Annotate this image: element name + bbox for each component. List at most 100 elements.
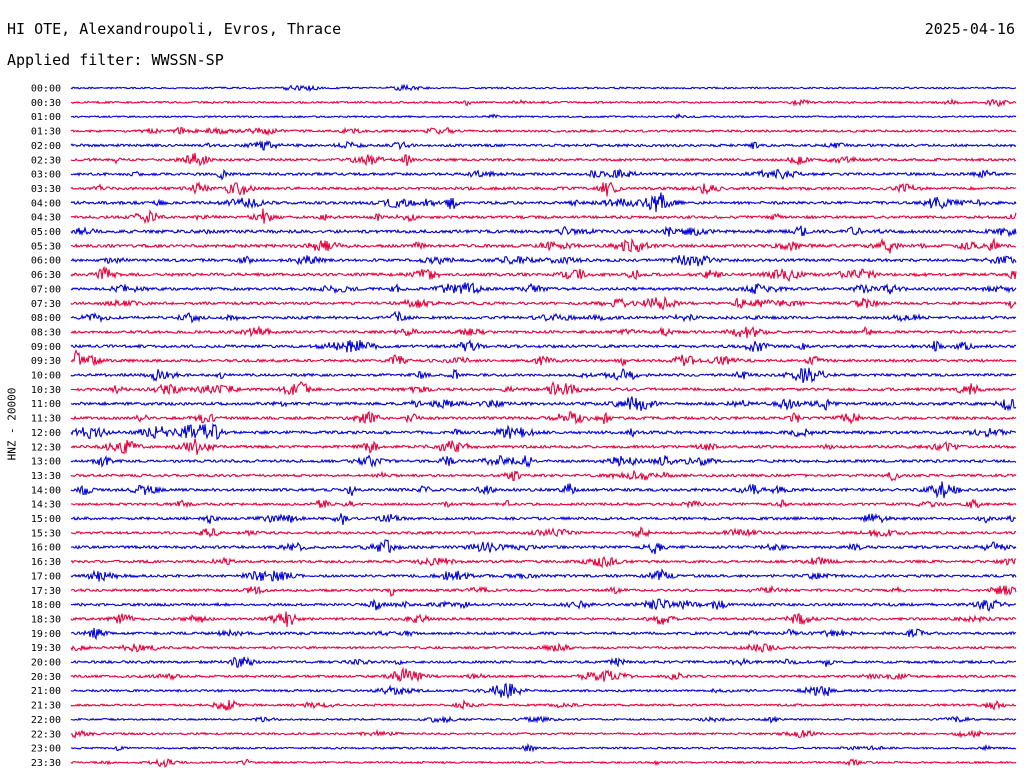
trace-1930 — [70, 642, 1017, 653]
time-tick-label: 09:00 — [31, 342, 61, 353]
time-tick-label: 19:00 — [31, 629, 61, 640]
time-tick-label: 06:00 — [31, 256, 61, 267]
trace-1400 — [70, 481, 1017, 499]
date-label: 2025-04-16 — [924, 20, 1015, 38]
trace-0030 — [70, 97, 1017, 107]
trace-0130 — [70, 126, 1017, 137]
time-tick-label: 03:00 — [31, 170, 61, 181]
time-tick-label: 01:30 — [31, 127, 61, 138]
time-tick-label: 16:00 — [31, 543, 61, 554]
trace-2230 — [71, 729, 1017, 739]
trace-0630 — [70, 265, 1017, 283]
trace-0700 — [70, 282, 1017, 295]
trace-0330 — [70, 180, 1016, 197]
time-tick-label: 08:30 — [31, 327, 61, 338]
time-tick-label: 23:30 — [31, 758, 61, 769]
time-tick-label: 06:30 — [31, 270, 61, 281]
time-tick-label: 03:30 — [31, 184, 61, 195]
trace-0600 — [70, 255, 1017, 267]
time-tick-label: 14:00 — [31, 485, 61, 496]
time-tick-label: 23:00 — [31, 744, 61, 755]
trace-0430 — [70, 208, 1017, 225]
time-tick-label: 20:30 — [31, 672, 61, 683]
trace-2030 — [70, 666, 1017, 683]
trace-1100 — [70, 396, 1017, 412]
time-tick-label: 09:30 — [31, 356, 61, 367]
time-tick-label: 00:00 — [31, 84, 61, 95]
time-tick-label: 10:00 — [31, 371, 61, 382]
trace-0930 — [70, 349, 1017, 367]
trace-1900 — [70, 627, 1017, 641]
trace-0830 — [70, 325, 1017, 339]
time-tick-label: 02:00 — [31, 141, 61, 152]
trace-1500 — [70, 512, 1017, 525]
trace-1200 — [70, 423, 1017, 440]
time-tick-label: 00:30 — [31, 98, 61, 109]
trace-1130 — [70, 411, 1017, 425]
trace-2130 — [70, 698, 1017, 711]
trace-1730 — [70, 584, 1017, 598]
trace-0400 — [70, 192, 1017, 213]
time-tick-label: 01:00 — [31, 112, 61, 123]
time-tick-label: 08:00 — [31, 313, 61, 324]
trace-0200 — [70, 139, 1017, 151]
time-tick-label: 17:30 — [31, 586, 61, 597]
trace-0730 — [70, 295, 1017, 311]
time-tick-label: 21:30 — [31, 701, 61, 712]
trace-1630 — [70, 556, 1017, 569]
trace-1030 — [70, 380, 1017, 396]
trace-1530 — [70, 526, 1017, 539]
trace-0100 — [71, 112, 1017, 119]
time-tick-label: 22:30 — [31, 729, 61, 740]
trace-1000 — [70, 367, 1017, 384]
trace-2100 — [70, 682, 1017, 700]
time-tick-label: 16:30 — [31, 557, 61, 568]
time-tick-label: 13:00 — [31, 457, 61, 468]
time-tick-label: 15:00 — [31, 514, 61, 525]
filter-label: Applied filter: WWSSN-SP — [7, 51, 224, 69]
trace-2200 — [70, 715, 1017, 724]
trace-1230 — [70, 438, 1017, 455]
trace-1300 — [70, 454, 1017, 469]
time-tick-label: 05:00 — [31, 227, 61, 238]
time-tick-label: 17:00 — [31, 571, 61, 582]
trace-1430 — [70, 498, 1017, 509]
time-tick-label: 11:00 — [31, 399, 61, 410]
trace-2300 — [70, 742, 1017, 753]
trace-1800 — [70, 598, 1017, 612]
trace-0500 — [70, 225, 1017, 238]
time-tick-label: 19:30 — [31, 643, 61, 654]
time-tick-label: 12:30 — [31, 442, 61, 453]
time-tick-label: 22:00 — [31, 715, 61, 726]
trace-2330 — [70, 758, 1017, 768]
trace-1700 — [70, 568, 1017, 582]
trace-0230 — [70, 152, 1017, 167]
trace-0800 — [70, 310, 1017, 324]
time-tick-label: 13:30 — [31, 471, 61, 482]
time-tick-label: 04:00 — [31, 198, 61, 209]
trace-0300 — [70, 168, 1016, 181]
trace-0530 — [70, 237, 1017, 254]
time-tick-label: 12:00 — [31, 428, 61, 439]
time-tick-label: 18:00 — [31, 600, 61, 611]
time-tick-label: 15:30 — [31, 528, 61, 539]
time-tick-label: 02:30 — [31, 155, 61, 166]
time-tick-label: 14:30 — [31, 500, 61, 511]
time-tick-label: 21:00 — [31, 686, 61, 697]
time-tick-label: 10:30 — [31, 385, 61, 396]
time-tick-label: 07:30 — [31, 299, 61, 310]
time-tick-label: 18:30 — [31, 614, 61, 625]
time-tick-label: 07:00 — [31, 284, 61, 295]
trace-1830 — [70, 611, 1017, 628]
trace-1330 — [70, 469, 1017, 482]
trace-2000 — [70, 656, 1017, 668]
trace-0900 — [70, 339, 1017, 353]
station-title: HI OTE, Alexandroupoli, Evros, Thrace — [7, 20, 342, 38]
trace-1600 — [70, 539, 1017, 555]
trace-0000 — [70, 83, 1017, 93]
time-tick-label: 05:30 — [31, 241, 61, 252]
time-tick-label: 20:00 — [31, 658, 61, 669]
time-tick-label: 04:30 — [31, 213, 61, 224]
time-tick-label: 11:30 — [31, 414, 61, 425]
